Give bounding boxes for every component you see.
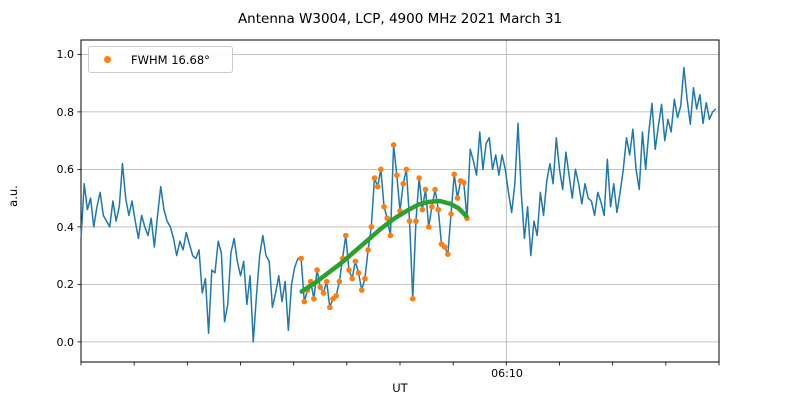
scan-point [384,215,391,222]
scan-point [374,183,381,190]
scan-point [387,232,394,239]
scan-point [461,179,467,186]
scan-point [323,278,330,285]
y-tick-label-0_4: 0.4 [56,221,75,234]
scan-point [301,298,308,305]
scan-point [425,224,432,230]
legend-label: FWHM 16.68° [131,52,210,67]
scan-point [317,284,324,291]
y-tick-label-0_8: 0.8 [56,106,75,119]
scan-point [403,166,410,173]
y-tick-label-1_0: 1.0 [56,48,75,61]
scan-point [381,203,387,210]
scan-point [451,171,458,178]
scan-point [390,142,397,148]
y-axis-label: a.u. [5,185,20,207]
scan-point [454,195,461,201]
y-tick-label-0_6: 0.6 [56,163,75,176]
y-tick-label-0_0: 0.0 [56,336,75,349]
scan-point [441,244,448,250]
x-tick-label-0610: 06:10 [491,367,523,380]
x-axis-label: UT [392,381,408,395]
scan-point [336,278,343,285]
scan-point [429,203,435,210]
scan-point [445,251,451,257]
scan-point [416,175,422,181]
scan-point [327,304,333,311]
scan-point [311,295,317,302]
scan-point [413,218,419,224]
scan-point [368,224,375,230]
scan-point [333,293,340,299]
scan-point [314,267,320,273]
scan-point [346,267,352,273]
scan-point [394,172,400,178]
scan-point [448,211,454,217]
scan-point [352,258,359,265]
scan-point [349,275,355,282]
scan-point [422,186,429,193]
axes-spines [80,39,720,363]
chart-title: Antenna W3004, LCP, 4900 MHz 2021 March … [237,11,563,27]
scan-point [342,232,349,239]
scan-point [406,218,413,224]
scan-point [358,287,365,293]
fit-line [299,198,469,294]
y-tick-label-0_2: 0.2 [56,278,75,291]
scan-point [362,275,368,282]
scan-point [365,247,371,253]
scan-point [419,206,426,213]
scan-point [435,206,442,213]
scan-point [409,295,416,302]
scan-point [432,186,438,193]
scan-point [320,290,327,296]
scan-point [298,255,304,262]
scan-point [355,270,362,276]
scan-point [400,180,406,187]
scan-point [378,166,384,173]
legend-marker-dot [104,56,111,63]
legend: FWHM 16.68° [88,46,233,73]
scan-point [371,175,378,181]
signal-line [80,66,717,343]
